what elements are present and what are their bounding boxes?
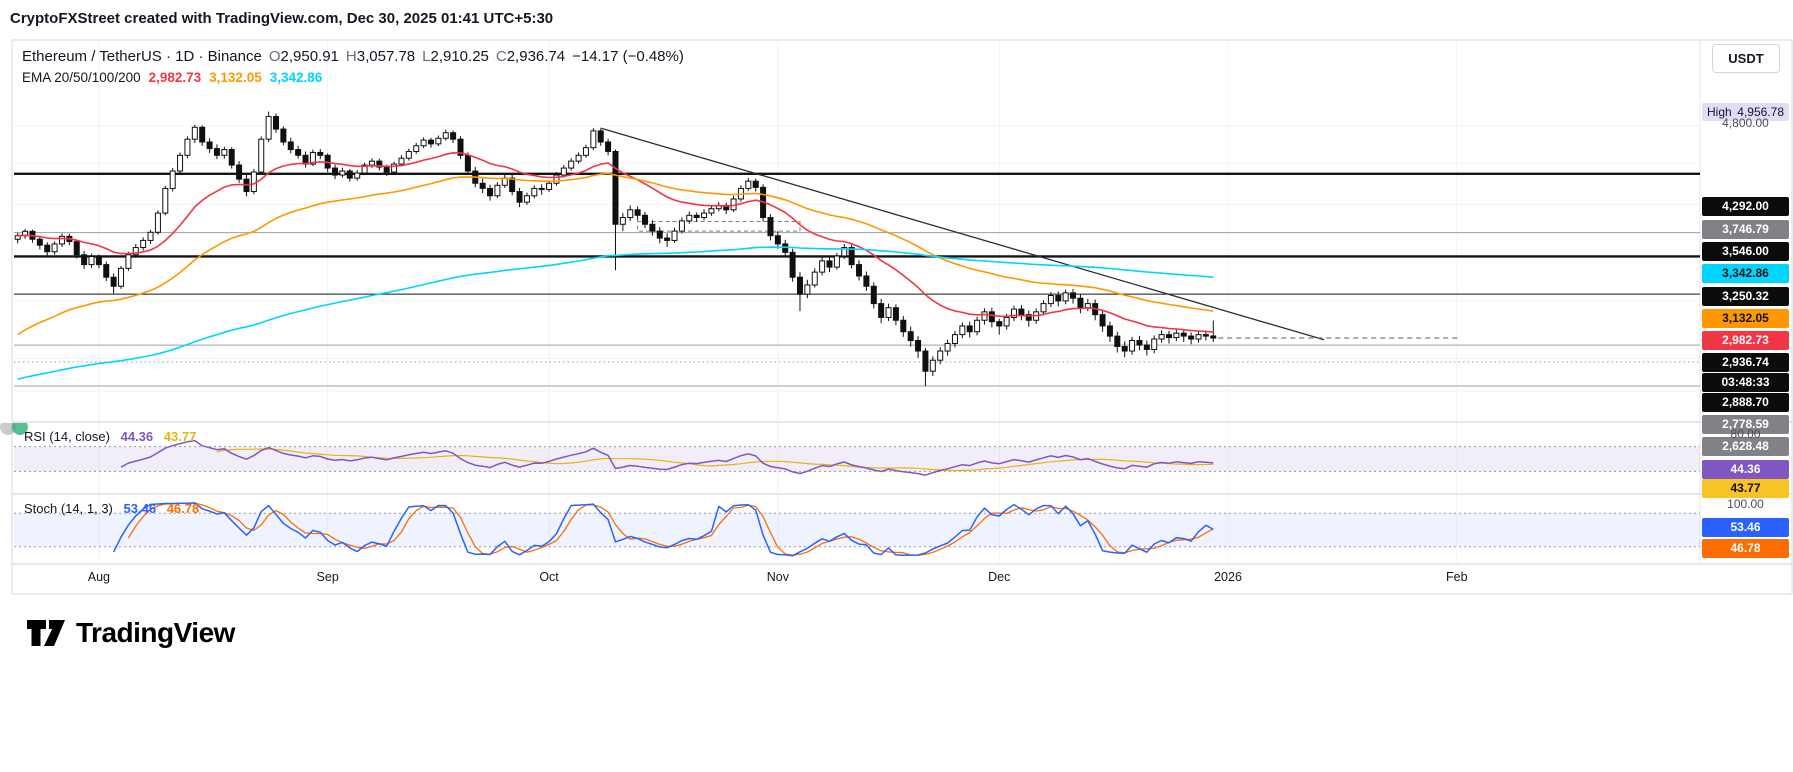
currency-toggle-button[interactable]: USDT [1712, 44, 1780, 73]
rsi-ma-value: 43.77 [163, 429, 197, 444]
ema50-value: 3,132.05 [209, 70, 262, 85]
attribution-text: CryptoFXStreet created with TradingView.… [10, 10, 554, 27]
high-watermark-label: High 4,956.78 [1702, 103, 1789, 121]
stoch-title[interactable]: Stoch (14, 1, 3) [24, 501, 113, 516]
price-label: 3,746.79 [1702, 220, 1789, 239]
close-value: 2,936.74 [506, 48, 566, 65]
time-axis-label: Aug [87, 570, 110, 584]
stoch-axis-tick: 100.00 [1727, 497, 1764, 511]
rsi-ma-badge: 43.77 [1702, 479, 1789, 498]
ema-legend-label[interactable]: EMA 20/50/100/200 [22, 70, 141, 85]
footer-logo[interactable]: TradingView [26, 615, 235, 651]
time-axis-label: Feb [1446, 570, 1468, 584]
symbol-legend[interactable]: Ethereum / TetherUS · 1D · Binance O2,950… [22, 48, 684, 65]
stoch-d-badge: 46.78 [1702, 539, 1789, 558]
price-label: 3,250.32 [1702, 287, 1789, 306]
rsi-value-badge: 44.36 [1702, 460, 1789, 479]
close-label: C [495, 48, 507, 65]
price-label: 4,292.00 [1702, 197, 1789, 216]
rsi-value: 44.36 [120, 429, 154, 444]
change-value: −14.17 (−0.48%) [572, 48, 684, 65]
price-label: 2,778.59 [1702, 415, 1789, 434]
time-axis-label: Dec [988, 570, 1011, 584]
rsi-axis-tick: 80.00 [1730, 427, 1761, 441]
open-label: O [268, 48, 281, 65]
price-label: 2,936.74 [1702, 353, 1789, 372]
price-label: 2,628.48 [1702, 437, 1789, 456]
stoch-k-value: 53.46 [123, 501, 157, 516]
price-label: 3,132.05 [1702, 309, 1789, 328]
symbol-title[interactable]: Ethereum / TetherUS · 1D · Binance [22, 48, 262, 65]
ema200-value: 3,342.86 [269, 70, 323, 85]
tradingview-logo-icon [27, 620, 65, 646]
high-value: 3,057.78 [356, 48, 416, 65]
rsi-title[interactable]: RSI (14, close) [24, 429, 110, 444]
price-label: 2,888.70 [1702, 393, 1789, 412]
brand-wordmark: TradingView [76, 617, 235, 648]
open-value: 2,950.91 [280, 48, 339, 65]
price-label: 3,546.00 [1702, 242, 1789, 261]
rsi-panel-legend[interactable]: RSI (14, close) 44.36 43.77 [24, 429, 196, 444]
price-label: 3,342.86 [1702, 264, 1789, 283]
stoch-k-badge: 53.46 [1702, 518, 1789, 537]
stoch-panel-legend[interactable]: Stoch (14, 1, 3) 53.46 46.78 [24, 501, 199, 516]
price-scale[interactable]: High 4,956.78 4,800.00 4,292.00 3,746.79 3… [1700, 40, 1793, 594]
low-value: 2,910.25 [430, 48, 489, 65]
high-watermark-value: 4,956.78 [1737, 105, 1784, 119]
time-axis-label: Nov [766, 570, 789, 584]
stoch-d-value: 46.78 [166, 501, 200, 516]
time-axis-label: Sep [316, 570, 339, 584]
high-watermark-text: High [1707, 105, 1732, 119]
price-axis-tick: 4,800.00 [1722, 116, 1769, 130]
high-label: H [345, 48, 357, 65]
ema20-value: 2,982.73 [148, 70, 202, 85]
pair-logo-icon [0, 423, 28, 435]
time-axis-label: Oct [539, 570, 559, 584]
ema-legend[interactable]: EMA 20/50/100/200 2,982.73 3,132.05 3,342.8… [22, 70, 322, 85]
price-label: 2,982.73 [1702, 331, 1789, 350]
low-label: L [422, 48, 431, 65]
bar-countdown-label: 03:48:33 [1702, 373, 1789, 392]
time-axis-label: 2026 [1214, 570, 1242, 584]
